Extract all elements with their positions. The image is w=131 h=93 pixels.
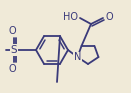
Text: O: O	[8, 26, 16, 36]
Text: N: N	[74, 52, 81, 62]
Text: O: O	[8, 64, 16, 74]
Text: HO: HO	[63, 12, 78, 22]
Text: S: S	[11, 45, 17, 55]
Text: O: O	[105, 12, 113, 22]
